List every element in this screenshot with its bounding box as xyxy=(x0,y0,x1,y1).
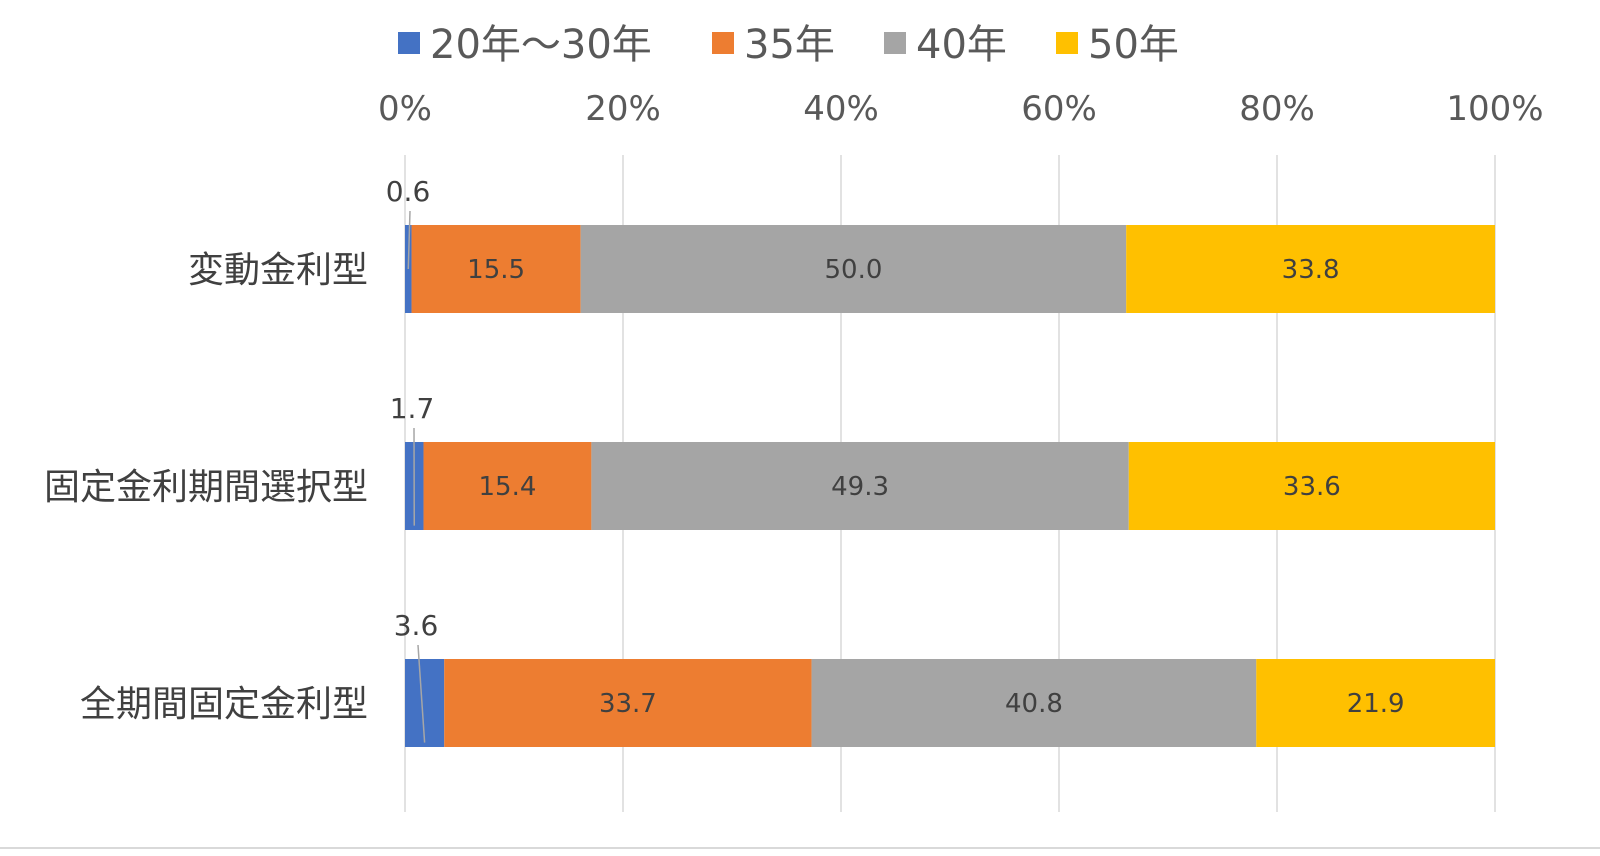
legend-label: 50年 xyxy=(1088,22,1179,68)
data-label: 21.9 xyxy=(1347,689,1405,719)
x-tick-label: 40% xyxy=(803,89,879,129)
data-label: 15.4 xyxy=(479,472,537,502)
bars: 0.6 15.5 50.0 33.8 1.7 15.4 49.3 33.6 3.6 33.7 40.… xyxy=(386,175,1495,747)
bar-segment xyxy=(411,225,581,313)
data-label: 49.3 xyxy=(831,472,889,502)
bar-segment xyxy=(405,225,412,313)
legend-swatch xyxy=(712,32,734,54)
bar-segment xyxy=(444,659,812,747)
legend-label: 35年 xyxy=(744,22,835,68)
legend-swatch xyxy=(398,32,420,54)
legend-swatch xyxy=(884,32,906,54)
data-label: 33.6 xyxy=(1283,472,1341,502)
x-tick-label: 100% xyxy=(1446,89,1543,129)
x-tick-label: 60% xyxy=(1021,89,1097,129)
legend: 20年～30年 35年 40年 50年 xyxy=(398,22,1179,68)
bar-segment xyxy=(1256,659,1495,747)
bar-segment xyxy=(591,442,1129,530)
data-label: 15.5 xyxy=(467,255,525,285)
legend-label: 20年～30年 xyxy=(430,22,652,68)
data-label: 33.7 xyxy=(599,689,657,719)
category-label: 固定金利期間選択型 xyxy=(44,467,368,508)
legend-label: 40年 xyxy=(916,22,1007,68)
x-tick-label: 80% xyxy=(1239,89,1315,129)
leader-line xyxy=(417,644,426,743)
bar-segment xyxy=(423,442,592,530)
data-label: 3.6 xyxy=(394,609,439,642)
category-label: 全期間固定金利型 xyxy=(80,684,368,725)
bar-segment xyxy=(1128,442,1495,530)
bar-segment xyxy=(580,225,1127,313)
leader-line xyxy=(407,210,411,270)
x-axis-ticks: 0% 20% 40% 60% 80% 100% xyxy=(378,89,1544,129)
data-label: 40.8 xyxy=(1005,689,1063,719)
category-label: 変動金利型 xyxy=(188,250,368,291)
bar-segment xyxy=(811,659,1257,747)
x-tick-label: 20% xyxy=(585,89,661,129)
data-label: 50.0 xyxy=(824,255,882,285)
x-tick-label: 0% xyxy=(378,89,432,129)
data-label: 33.8 xyxy=(1282,255,1340,285)
bar-segment xyxy=(1126,225,1495,313)
data-label: 1.7 xyxy=(390,392,435,425)
legend-swatch xyxy=(1056,32,1078,54)
data-label: 0.6 xyxy=(386,175,431,208)
